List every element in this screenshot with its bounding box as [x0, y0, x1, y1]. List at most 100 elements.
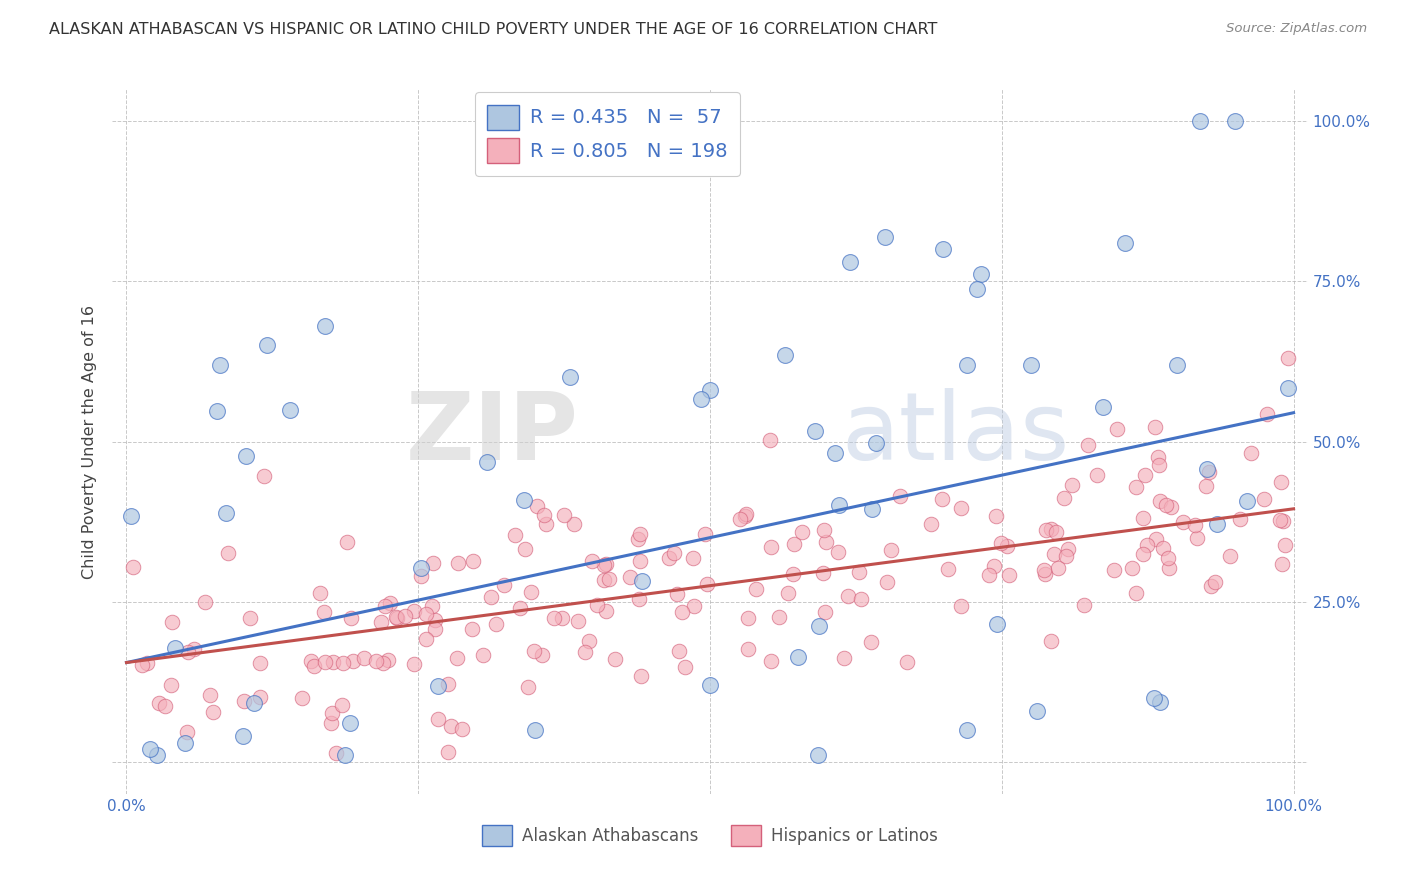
Point — [628, 527, 651, 541]
Point — [402, 603, 425, 617]
Point — [332, 698, 354, 712]
Point — [815, 535, 838, 549]
Point — [314, 656, 336, 670]
Point — [321, 706, 343, 721]
Point — [440, 719, 463, 733]
Point — [839, 255, 862, 269]
Point — [1184, 518, 1206, 533]
Point — [202, 705, 225, 719]
Point — [553, 508, 575, 522]
Point — [619, 570, 641, 584]
Point — [875, 229, 897, 244]
Point — [1173, 515, 1195, 529]
Point — [699, 678, 721, 692]
Point — [848, 565, 870, 579]
Point — [437, 746, 460, 760]
Legend: Alaskan Athabascans, Hispanics or Latinos: Alaskan Athabascans, Hispanics or Latino… — [475, 819, 945, 853]
Point — [235, 449, 257, 463]
Point — [671, 606, 693, 620]
Point — [595, 558, 617, 572]
Point — [593, 573, 616, 587]
Point — [1229, 512, 1251, 526]
Point — [592, 558, 614, 572]
Point — [786, 650, 808, 665]
Point — [1133, 467, 1156, 482]
Point — [745, 582, 768, 597]
Point — [782, 567, 804, 582]
Point — [824, 446, 846, 460]
Point — [475, 455, 498, 469]
Point — [513, 541, 536, 556]
Point — [995, 539, 1018, 553]
Point — [447, 556, 470, 570]
Point — [446, 651, 468, 665]
Point — [1046, 561, 1069, 575]
Point — [256, 338, 278, 352]
Point — [581, 554, 603, 568]
Text: Source: ZipAtlas.com: Source: ZipAtlas.com — [1226, 22, 1367, 36]
Point — [1277, 351, 1299, 365]
Point — [1205, 516, 1227, 531]
Point — [131, 657, 153, 672]
Point — [173, 736, 195, 750]
Point — [427, 679, 450, 693]
Point — [471, 648, 494, 662]
Point — [232, 729, 254, 743]
Point — [451, 723, 474, 737]
Point — [364, 654, 387, 668]
Point — [737, 641, 759, 656]
Point — [423, 622, 446, 636]
Point — [860, 501, 883, 516]
Point — [970, 267, 993, 281]
Point — [790, 525, 813, 540]
Point — [153, 698, 176, 713]
Point — [1219, 549, 1241, 563]
Point — [1149, 695, 1171, 709]
Point — [233, 694, 256, 708]
Point — [291, 691, 314, 706]
Point — [319, 716, 342, 731]
Point — [814, 605, 837, 619]
Point — [865, 436, 887, 450]
Point — [205, 404, 228, 418]
Point — [1152, 541, 1174, 556]
Point — [558, 370, 581, 384]
Point — [423, 613, 446, 627]
Point — [531, 648, 554, 663]
Point — [1157, 551, 1180, 566]
Point — [461, 622, 484, 636]
Point — [1166, 358, 1188, 372]
Point — [1073, 599, 1095, 613]
Point — [1240, 446, 1263, 460]
Point — [920, 517, 942, 532]
Point — [1136, 538, 1159, 552]
Text: atlas: atlas — [842, 389, 1070, 481]
Point — [380, 596, 402, 610]
Point — [200, 688, 222, 702]
Point — [783, 537, 806, 551]
Point — [1056, 542, 1078, 557]
Point — [1032, 563, 1054, 577]
Point — [481, 590, 503, 604]
Point — [509, 601, 531, 615]
Point — [761, 654, 783, 668]
Point — [627, 533, 650, 547]
Point — [333, 748, 356, 763]
Point — [658, 550, 681, 565]
Point — [997, 568, 1019, 582]
Point — [314, 319, 336, 334]
Point — [370, 615, 392, 630]
Point — [628, 554, 651, 568]
Point — [519, 584, 541, 599]
Point — [148, 696, 170, 710]
Point — [426, 713, 449, 727]
Point — [949, 501, 972, 516]
Point — [1077, 438, 1099, 452]
Point — [1025, 704, 1047, 718]
Point — [415, 607, 437, 622]
Point — [278, 402, 301, 417]
Point — [1189, 114, 1212, 128]
Point — [761, 540, 783, 554]
Point — [690, 392, 713, 406]
Point — [630, 669, 652, 683]
